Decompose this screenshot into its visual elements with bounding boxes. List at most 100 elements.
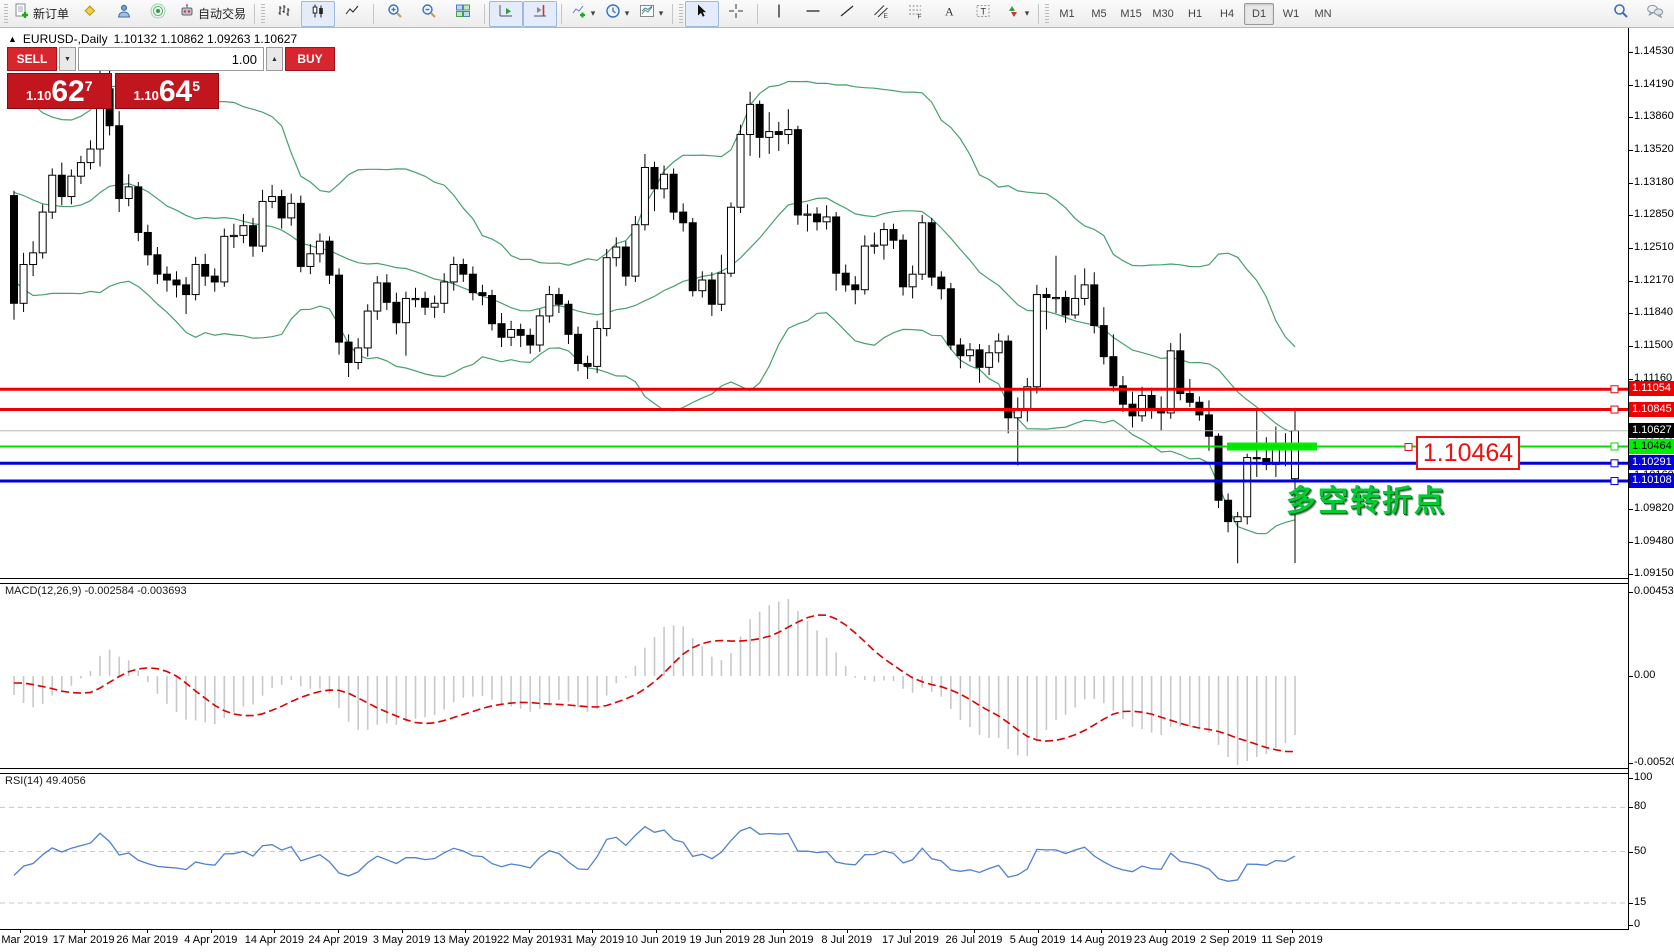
- pane-splitter[interactable]: [0, 768, 1674, 774]
- arrows-tool-button[interactable]: ▾: [1000, 1, 1034, 27]
- dropdown-arrow-icon: ▾: [590, 8, 596, 18]
- sell-price-pip: 7: [84, 78, 93, 94]
- svg-text:E: E: [884, 13, 889, 19]
- chart-shift-button[interactable]: [523, 0, 558, 27]
- chart-shift-icon: [532, 3, 548, 24]
- signals-button[interactable]: [141, 1, 175, 27]
- date-tick-label: 2 Sep 2019: [1200, 934, 1257, 946]
- sell-price-button[interactable]: 1.10 62 7: [7, 73, 112, 109]
- price-annotation-box[interactable]: 1.10464: [1416, 436, 1520, 470]
- crosshair-tool-button[interactable]: [719, 1, 753, 27]
- auto-scroll-button[interactable]: [489, 0, 524, 27]
- candle-body: [593, 328, 602, 367]
- cursor-tool-button[interactable]: [685, 0, 720, 27]
- toolbar-grip[interactable]: [1045, 3, 1050, 24]
- periods-button[interactable]: ▾: [600, 1, 634, 27]
- zoom-out-button[interactable]: [412, 1, 446, 27]
- rsi-pane-canvas[interactable]: [0, 772, 1628, 929]
- sell-button[interactable]: SELL: [7, 47, 57, 71]
- line-handle[interactable]: [1610, 477, 1619, 486]
- metaeditor-button[interactable]: [73, 1, 107, 27]
- pane-splitter[interactable]: [0, 578, 1674, 584]
- timeframe-m1[interactable]: M1: [1059, 7, 1075, 20]
- volume-input[interactable]: [78, 47, 264, 71]
- annotation-handle[interactable]: [1404, 443, 1413, 452]
- date-tick-mark: [1101, 929, 1103, 933]
- line-handle[interactable]: [1610, 405, 1619, 414]
- timeframe-mn[interactable]: MN: [1314, 7, 1332, 20]
- tile-windows-icon: [455, 3, 471, 24]
- date-tick-label: 13 May 2019: [433, 934, 497, 946]
- candle-body: [612, 246, 621, 259]
- new-chart-button[interactable]: ▾: [566, 1, 600, 27]
- price-tag-1.10627: 1.10627: [1629, 422, 1674, 438]
- line-handle[interactable]: [1610, 385, 1619, 394]
- candle-body: [793, 129, 802, 216]
- profile-button[interactable]: [107, 1, 141, 27]
- candlestick-mode-button[interactable]: [301, 0, 336, 27]
- date-tick-mark: [465, 929, 467, 933]
- candle-body: [507, 328, 516, 338]
- timeframe-m30[interactable]: M30: [1152, 7, 1174, 20]
- candle-body: [468, 273, 477, 294]
- price-chart-canvas[interactable]: [0, 28, 1628, 578]
- toolbar-grip[interactable]: [679, 3, 684, 24]
- volume-increase-button[interactable]: ▲: [266, 47, 283, 71]
- line-handle[interactable]: [1610, 442, 1619, 451]
- bar-chart-mode-button[interactable]: [267, 1, 301, 27]
- text-tool-button[interactable]: A: [932, 1, 966, 27]
- symbol-search-button[interactable]: [1604, 1, 1638, 27]
- toolbar-grip[interactable]: [4, 3, 8, 24]
- channel-tool-button[interactable]: E: [864, 1, 898, 27]
- line-chart-mode-button[interactable]: [335, 1, 369, 27]
- buy-button[interactable]: BUY: [285, 47, 335, 71]
- chat-button[interactable]: [1638, 1, 1672, 27]
- auto-trading-button[interactable]: 自动交易: [175, 1, 250, 27]
- timeframe-h1[interactable]: H1: [1188, 7, 1203, 20]
- candle-body: [411, 297, 420, 301]
- candle-body: [746, 103, 755, 135]
- candle-body: [134, 186, 143, 233]
- candle-body: [296, 202, 305, 267]
- candle-body: [1185, 393, 1194, 403]
- dropdown-arrow-icon: ▾: [658, 8, 664, 18]
- toolbar-grip[interactable]: [261, 3, 266, 24]
- date-tick-label: 3 May 2019: [372, 934, 431, 946]
- price-axis-column[interactable]: 1.14530 1.14190 1.13860 1.13520 1.13180 1.128…: [1629, 28, 1674, 952]
- new-order-button[interactable]: 新订单: [10, 1, 73, 27]
- macd-pane-canvas[interactable]: [0, 582, 1628, 768]
- vertical-line-tool-button[interactable]: [762, 1, 796, 27]
- tile-windows-button[interactable]: [446, 1, 480, 27]
- panel-collapse-arrow-icon[interactable]: ▲: [8, 34, 17, 44]
- candle-body: [421, 297, 430, 308]
- rsi-tick-mark: [1629, 851, 1633, 853]
- price-tick-label: 1.09820: [1634, 501, 1674, 514]
- line-handle[interactable]: [1610, 459, 1619, 468]
- timeframe-w1[interactable]: W1: [1282, 7, 1300, 20]
- timeframe-m5[interactable]: M5: [1091, 7, 1107, 20]
- volume-decrease-button[interactable]: ▼: [59, 47, 76, 71]
- macd-tick-mark: [1629, 676, 1633, 677]
- fibonacci-tool-button[interactable]: F: [898, 1, 932, 27]
- timeframe-d1[interactable]: D1: [1244, 2, 1275, 25]
- templates-button[interactable]: ▾: [634, 1, 668, 27]
- fibonacci-icon: F: [907, 3, 923, 24]
- candle-body: [229, 234, 238, 238]
- candle-body: [899, 239, 908, 288]
- timeframe-m15[interactable]: M15: [1120, 7, 1142, 20]
- zoom-in-button[interactable]: [378, 1, 412, 27]
- candle-body: [57, 174, 66, 198]
- buy-price-big: 64: [158, 75, 193, 108]
- turning-point-annotation[interactable]: 多空转折点: [1286, 485, 1446, 518]
- candle-body: [392, 301, 401, 324]
- timeframe-h4[interactable]: H4: [1220, 7, 1235, 20]
- text-label-tool-button[interactable]: T: [966, 1, 1000, 27]
- candle-body: [344, 341, 353, 363]
- date-tick-label: 7 Mar 2019: [0, 934, 48, 946]
- candle-body: [1233, 516, 1242, 523]
- trendline-tool-button[interactable]: [830, 1, 864, 27]
- sell-price-big: 62: [51, 75, 85, 108]
- horizontal-line-tool-button[interactable]: [796, 1, 830, 27]
- buy-price-button[interactable]: 1.10 64 5: [114, 73, 219, 109]
- candle-body: [621, 246, 630, 277]
